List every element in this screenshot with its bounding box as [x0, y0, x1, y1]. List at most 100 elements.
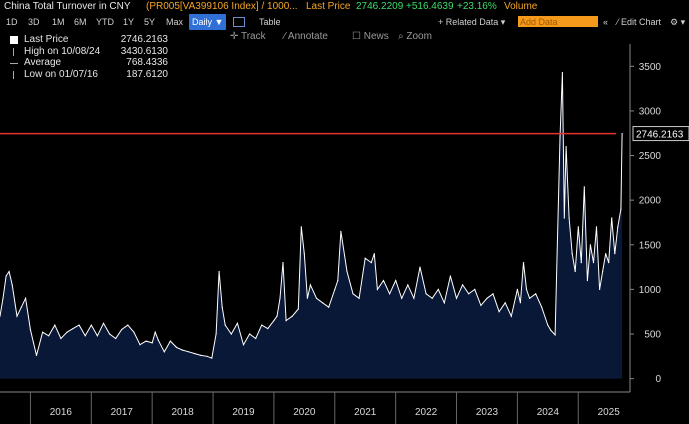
data-point	[188, 351, 190, 353]
chart-legend: Last Price 2746.2163 High on 10/08/24 34…	[6, 34, 168, 80]
data-point	[154, 331, 156, 333]
data-point	[611, 217, 613, 219]
ticker-label[interactable]: (PR005[VA399106 Index] / 1000...	[146, 1, 298, 12]
settings-icon[interactable]: ⚙ ▾	[670, 17, 686, 27]
legend-value: 768.4336	[126, 57, 168, 68]
annotate-tool[interactable]: ⁄ Annotate	[284, 31, 328, 42]
data-point	[96, 335, 98, 337]
average-marker-icon	[10, 63, 18, 64]
legend-last-price[interactable]: Last Price 2746.2163	[6, 34, 168, 46]
data-point	[413, 297, 415, 299]
x-tick-label: 2019	[232, 407, 255, 418]
legend-label: High on 10/08/24	[24, 45, 101, 57]
data-point	[133, 331, 135, 333]
collapse-icon[interactable]: «	[603, 17, 609, 27]
data-point	[230, 333, 232, 335]
data-point	[315, 297, 318, 299]
data-point	[525, 288, 528, 290]
data-point	[282, 262, 284, 264]
data-point	[541, 306, 543, 308]
data-point	[127, 324, 129, 326]
data-point	[337, 279, 339, 282]
x-tick-label: 2025	[598, 407, 621, 418]
data-point	[291, 315, 293, 317]
data-point	[563, 217, 565, 219]
data-point	[163, 351, 165, 353]
data-point	[568, 217, 570, 219]
data-point	[32, 342, 35, 344]
data-point	[492, 293, 494, 295]
data-point	[574, 270, 576, 273]
data-point	[620, 208, 622, 210]
period-1d[interactable]: 1D	[6, 17, 18, 27]
period-1y[interactable]: 1Y	[123, 17, 135, 27]
data-point	[242, 344, 245, 346]
news-tool[interactable]: ☐ News	[352, 31, 389, 42]
data-point	[547, 324, 549, 326]
data-point	[224, 324, 226, 326]
data-point	[437, 288, 439, 290]
related-data-button[interactable]: + Related Data ▾	[438, 17, 506, 27]
white-square-icon	[10, 36, 18, 44]
data-point	[215, 333, 217, 335]
period-toolbar: 1D 3D 1M 6M YTD 1Y 5Y Max Daily ▼ Table …	[0, 14, 689, 30]
data-point	[249, 333, 251, 335]
add-data-input[interactable]	[518, 16, 598, 27]
last-value-label: 2746.2163	[636, 130, 684, 141]
period-5y[interactable]: 5Y	[144, 17, 156, 27]
table-button[interactable]: Table	[259, 17, 281, 27]
data-point	[621, 133, 623, 135]
edit-chart-button[interactable]: ⁄ Edit Chart	[617, 17, 662, 27]
high-marker-icon	[13, 47, 14, 56]
last-price-label: Last Price	[306, 1, 351, 12]
period-3d[interactable]: 3D	[28, 17, 40, 27]
period-1m[interactable]: 1M	[52, 17, 65, 27]
data-point	[617, 226, 619, 228]
legend-value: 187.6120	[126, 68, 168, 80]
legend-label: Low on 01/07/16	[24, 68, 98, 80]
data-point	[468, 293, 470, 295]
volume-label[interactable]: Volume	[504, 1, 538, 12]
data-point	[364, 257, 366, 259]
data-point	[276, 315, 278, 317]
data-point	[571, 253, 573, 255]
track-tool[interactable]: ✛ Track	[230, 31, 266, 42]
data-point	[550, 329, 552, 331]
frequency-dropdown[interactable]: Daily ▼	[189, 14, 227, 30]
data-point	[602, 270, 604, 273]
data-point	[498, 311, 500, 313]
data-point	[504, 302, 506, 304]
data-point	[236, 322, 238, 324]
zoom-tool[interactable]: ⌕ Zoom	[398, 31, 432, 42]
data-point	[474, 288, 476, 290]
data-point	[297, 308, 299, 310]
period-6m[interactable]: 6M	[74, 17, 87, 27]
data-point	[608, 262, 610, 264]
chart-title: China Total Turnover in CNY	[4, 1, 131, 12]
period-ytd[interactable]: YTD	[96, 17, 114, 27]
data-point	[211, 357, 213, 359]
data-point	[200, 354, 202, 356]
data-point	[48, 335, 50, 337]
x-tick-label: 2018	[171, 407, 194, 418]
data-point	[389, 293, 391, 295]
data-point	[157, 339, 159, 341]
chart-type-icon[interactable]	[233, 17, 245, 27]
legend-low: Low on 01/07/16 187.6120	[6, 69, 168, 81]
x-tick-label: 2024	[537, 407, 560, 418]
chart-tools: ✛ Track ⁄ Annotate ☐ News ⌕ Zoom	[0, 30, 689, 44]
data-point	[102, 322, 105, 324]
data-point	[121, 328, 123, 331]
data-point	[346, 270, 348, 273]
data-point	[419, 266, 421, 268]
data-point	[614, 253, 616, 255]
data-point	[16, 315, 18, 317]
period-max[interactable]: Max	[166, 17, 184, 27]
data-point	[577, 226, 579, 228]
data-point	[462, 284, 464, 286]
data-point	[328, 306, 330, 308]
data-point	[194, 353, 196, 355]
data-point	[0, 315, 1, 317]
price-change-pct: +23.16%	[457, 1, 497, 12]
